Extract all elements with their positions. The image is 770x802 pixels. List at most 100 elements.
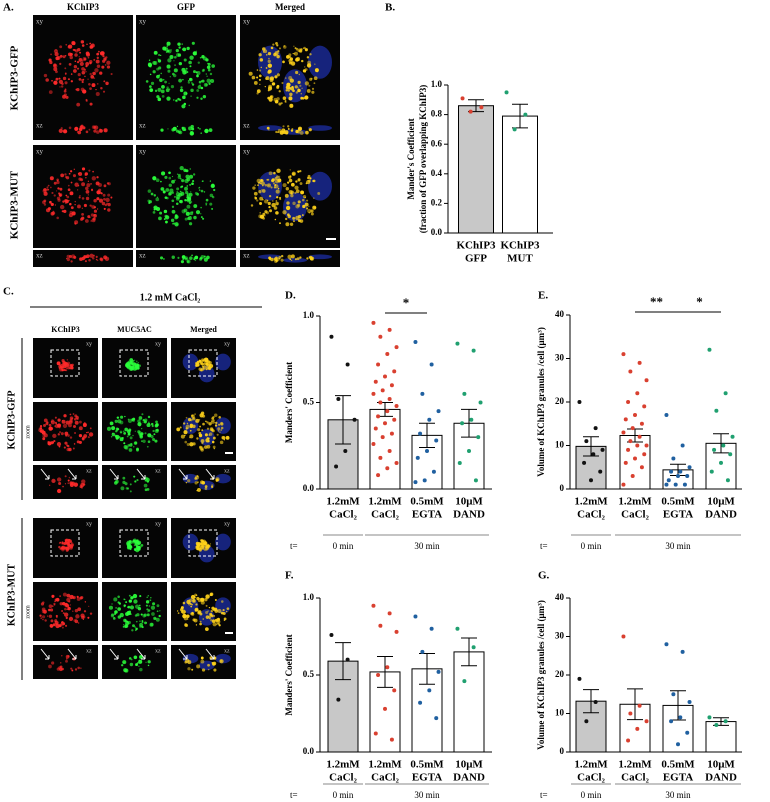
data-point xyxy=(626,447,631,452)
arrow xyxy=(109,468,119,480)
granule xyxy=(81,78,84,82)
view-label: xz xyxy=(155,468,161,474)
granule xyxy=(102,193,106,197)
granule xyxy=(204,597,208,602)
nucleus xyxy=(215,353,231,371)
granule xyxy=(209,427,214,431)
granule xyxy=(158,614,161,618)
significance-label: * xyxy=(696,294,703,309)
granule xyxy=(193,204,198,208)
granule xyxy=(275,201,279,206)
granule xyxy=(92,257,95,260)
granule xyxy=(69,419,73,423)
granule xyxy=(58,481,62,485)
granule xyxy=(52,210,55,213)
time-group-label: 30 min xyxy=(665,541,691,551)
data-point xyxy=(621,634,626,639)
granule xyxy=(49,484,51,486)
data-point xyxy=(434,716,439,721)
granule xyxy=(257,184,259,187)
granule xyxy=(304,48,308,52)
granule xyxy=(208,128,213,133)
granule xyxy=(277,128,282,133)
granule xyxy=(53,603,56,606)
granule xyxy=(145,80,149,83)
granule xyxy=(209,72,213,76)
granule xyxy=(260,66,263,69)
granule xyxy=(80,40,85,44)
granule xyxy=(281,81,284,85)
view-label: xz xyxy=(139,252,146,260)
granule xyxy=(205,198,209,202)
granule xyxy=(173,60,175,62)
granule xyxy=(50,421,53,423)
x-tick-label: 1.2mM xyxy=(326,496,360,508)
granule xyxy=(93,77,96,80)
granule xyxy=(305,130,309,135)
granule xyxy=(69,481,73,485)
granule xyxy=(188,60,192,65)
granule xyxy=(110,196,113,199)
granule xyxy=(269,95,274,99)
granule xyxy=(111,426,116,431)
granule xyxy=(79,127,83,131)
y-tick-label: 0.5 xyxy=(303,397,315,407)
granule xyxy=(219,440,224,445)
granule xyxy=(48,58,52,62)
granule xyxy=(78,426,83,431)
granule xyxy=(51,595,54,598)
granule xyxy=(186,442,190,446)
granule xyxy=(192,599,197,604)
granule xyxy=(134,626,136,628)
x-tick-label: CaCl₂ xyxy=(577,772,605,784)
x-tick-label: EGTA xyxy=(412,509,442,521)
granule xyxy=(89,87,92,90)
granule xyxy=(48,426,53,431)
arrow xyxy=(67,468,77,480)
granule xyxy=(262,212,266,216)
data-point xyxy=(385,466,390,471)
granule xyxy=(189,442,194,447)
granule xyxy=(194,481,198,485)
granule xyxy=(68,63,72,66)
granule xyxy=(64,483,67,485)
granule xyxy=(40,617,43,620)
granule xyxy=(311,90,315,94)
granule xyxy=(269,77,274,83)
roi-box xyxy=(188,529,218,557)
granule xyxy=(154,617,156,620)
granule xyxy=(299,84,302,87)
granule xyxy=(81,437,85,440)
data-point xyxy=(678,469,683,474)
granule xyxy=(268,184,270,187)
granule xyxy=(49,624,54,628)
granule xyxy=(104,64,107,66)
granule xyxy=(191,668,194,671)
view-label: xy xyxy=(36,18,44,26)
y-axis-label: Volume of KChIP3 granules /cell (μm³) xyxy=(536,327,546,477)
micrograph xyxy=(102,518,167,578)
granule xyxy=(276,54,280,59)
granule xyxy=(82,57,87,62)
granule xyxy=(70,80,73,83)
y-tick-label: 20 xyxy=(555,396,565,406)
granule xyxy=(307,174,311,178)
granule xyxy=(153,50,158,55)
data-point xyxy=(394,345,399,350)
x-tick-label: 1.2mM xyxy=(326,759,360,771)
granule xyxy=(226,610,228,613)
granule xyxy=(259,69,262,72)
granule xyxy=(111,613,115,617)
granule xyxy=(260,179,263,182)
granule xyxy=(77,130,82,135)
granule xyxy=(277,175,281,179)
granule xyxy=(212,622,217,627)
granule xyxy=(190,594,196,600)
granule xyxy=(129,366,134,371)
granule xyxy=(171,179,175,184)
granule xyxy=(191,611,194,615)
granule xyxy=(168,183,172,187)
granule xyxy=(256,199,259,202)
granule xyxy=(188,222,193,226)
granule xyxy=(43,199,47,203)
